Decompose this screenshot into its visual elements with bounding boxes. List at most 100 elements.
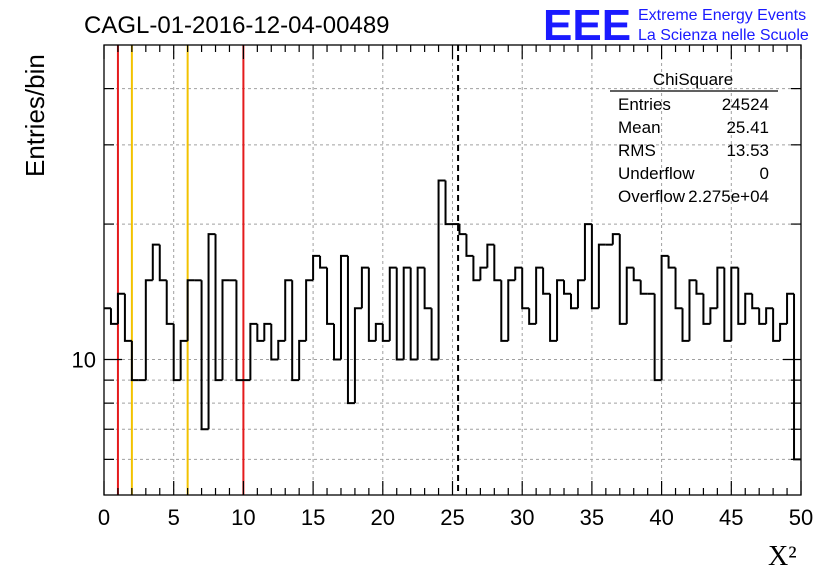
histogram-bin xyxy=(312,254,321,281)
x-tick-label: 50 xyxy=(789,505,813,530)
histogram-bin xyxy=(270,323,279,361)
histogram-bin xyxy=(695,280,704,295)
histogram-bin xyxy=(444,180,453,226)
histogram-bin xyxy=(535,266,544,324)
histogram-bin xyxy=(305,279,314,341)
x-tick-label: 5 xyxy=(168,505,180,530)
histogram-bin xyxy=(430,308,439,361)
logo-line-2: La Scienza nelle Scuole xyxy=(638,27,809,44)
stats-value-overflow: 2.275e+04 xyxy=(688,187,769,206)
histogram-bin xyxy=(507,279,516,341)
x-axis-label: X² xyxy=(768,541,797,572)
histogram-bin xyxy=(409,267,418,361)
histogram-bin xyxy=(172,323,181,382)
logo-line-1: Extreme Energy Events xyxy=(638,7,806,24)
histogram-bin xyxy=(381,323,390,342)
x-tick-label: 10 xyxy=(231,505,255,530)
histogram-bin xyxy=(597,243,606,309)
histogram-bin xyxy=(514,266,523,281)
histogram-bin xyxy=(360,266,369,309)
histogram-bin xyxy=(158,244,167,282)
histogram-bin xyxy=(263,322,272,341)
histogram-bin xyxy=(716,266,725,309)
histogram-bin xyxy=(291,280,300,382)
histogram-bin xyxy=(744,292,753,324)
histogram-bin xyxy=(319,255,328,269)
histogram-bin xyxy=(660,254,669,381)
stats-value-underflow: 0 xyxy=(760,164,769,183)
chart-title: CAGL-01-2016-12-04-00489 xyxy=(84,12,390,39)
histogram-bin xyxy=(521,267,530,310)
histogram-bin xyxy=(779,322,788,341)
histogram-bin xyxy=(179,339,188,381)
stats-value-mean: 25.41 xyxy=(726,118,769,137)
x-tick-label: 45 xyxy=(719,505,743,530)
histogram-bin xyxy=(723,267,732,342)
histogram-bin xyxy=(556,279,565,341)
histogram-bin xyxy=(681,308,690,342)
axes: 10 0 5 10 15 20 25 30 35 40 45 50 xyxy=(72,45,813,530)
histogram-bin xyxy=(165,280,174,325)
histogram-bin xyxy=(151,243,160,281)
histogram-bin xyxy=(479,266,488,281)
stats-label-mean: Mean xyxy=(618,118,661,137)
histogram-bin xyxy=(465,234,474,257)
histogram-bin xyxy=(549,293,558,342)
histogram-bin xyxy=(730,266,739,341)
x-tick-label: 15 xyxy=(301,505,325,530)
histogram-bin xyxy=(500,280,509,342)
histogram-bin xyxy=(339,254,348,360)
histogram-bin xyxy=(116,292,125,324)
histogram-bin xyxy=(353,307,362,404)
histogram-bin xyxy=(458,224,467,236)
histogram-bin xyxy=(186,279,195,341)
histogram-bin xyxy=(109,308,118,325)
stats-label-rms: RMS xyxy=(618,141,656,160)
histogram-bin xyxy=(256,323,265,342)
x-tick-label: 30 xyxy=(510,505,534,530)
histogram-bin xyxy=(214,234,223,382)
x-tick-label: 25 xyxy=(440,505,464,530)
histogram-bin xyxy=(402,266,411,360)
histogram-bin xyxy=(333,323,341,361)
stats-label-underflow: Underflow xyxy=(618,164,695,183)
plot-frame xyxy=(103,44,802,496)
histogram-bin xyxy=(423,267,432,310)
y-axis-label: Entries/bin xyxy=(20,54,50,177)
stats-box: ChiSquare Entries 24524 Mean 25.41 RMS 1… xyxy=(610,70,778,206)
histogram-bin xyxy=(583,223,592,281)
histogram-bin xyxy=(249,322,258,381)
y-tick-label: 10 xyxy=(72,348,96,373)
histogram-bin xyxy=(625,266,634,324)
histogram-bin xyxy=(235,280,244,382)
histogram-bin xyxy=(416,266,425,360)
histogram-bin xyxy=(388,266,397,341)
reference-lines xyxy=(116,45,460,495)
histogram-bin xyxy=(144,279,153,381)
histogram-bin xyxy=(688,279,697,341)
histogram-bin xyxy=(277,339,286,360)
histogram-bin xyxy=(751,293,760,310)
histogram-bin xyxy=(221,279,230,381)
histogram-bin xyxy=(653,293,662,382)
histogram-bin xyxy=(674,267,683,310)
histogram-bin xyxy=(472,255,481,282)
eee-logo-mark: EEE xyxy=(543,1,631,50)
histogram-bin xyxy=(486,243,495,268)
histogram-bin xyxy=(207,233,216,430)
histogram-bin xyxy=(374,322,383,341)
histogram-bin xyxy=(702,293,711,325)
histogram-bin xyxy=(709,307,718,324)
histogram-bin xyxy=(576,279,585,309)
histogram-bin xyxy=(284,279,293,341)
histogram-bin xyxy=(667,255,676,269)
histogram-bin xyxy=(298,339,307,381)
histogram-bin xyxy=(326,267,335,325)
histogram-bin xyxy=(367,267,376,342)
histogram-bin xyxy=(123,293,132,342)
histogram-bin xyxy=(786,292,795,324)
stats-label-overflow: Overflow xyxy=(618,187,686,206)
stats-value-rms: 13.53 xyxy=(726,141,769,160)
histogram-bin xyxy=(639,280,648,295)
